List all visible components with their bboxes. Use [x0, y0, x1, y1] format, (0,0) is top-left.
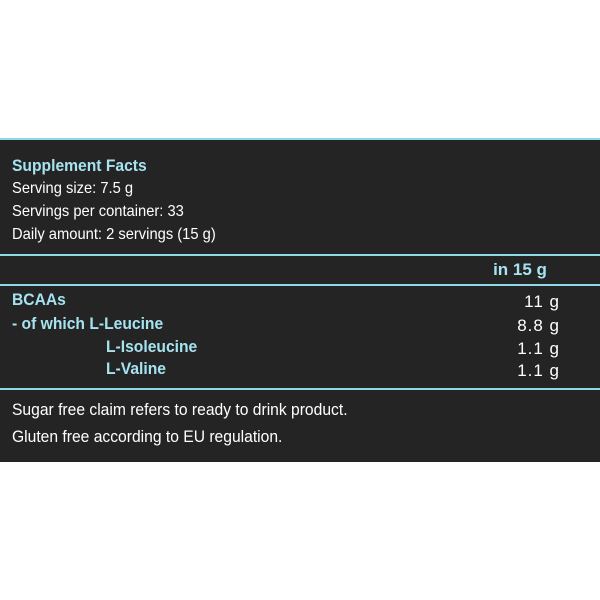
- row-label-leucine: - of which L-Leucine: [12, 314, 164, 333]
- facts-title: Supplement Facts: [12, 156, 147, 175]
- serving-size: Serving size: 7.5 g: [12, 180, 134, 197]
- table-bottom-rule: [0, 388, 600, 390]
- top-rule: [0, 138, 600, 140]
- header-divider: [0, 284, 600, 286]
- daily-amount: Daily amount: 2 servings (15 g): [12, 226, 216, 243]
- row-value-isoleucine: 1.1 g: [517, 339, 560, 358]
- row-label-bcaas: BCAAs: [12, 290, 66, 309]
- row-label-valine: L-Valine: [106, 359, 166, 378]
- servings-per-container: Servings per container: 33: [12, 203, 184, 220]
- column-header: in 15 g: [493, 260, 547, 279]
- supplement-facts-panel: [0, 138, 600, 462]
- info-divider: [0, 254, 600, 256]
- row-value-leucine: 8.8 g: [517, 316, 560, 335]
- note-gluten-free: Gluten free according to EU regulation.: [12, 427, 283, 446]
- row-label-isoleucine: L-Isoleucine: [106, 337, 198, 356]
- row-value-valine: 1.1 g: [517, 361, 560, 380]
- row-value-bcaas: 11 g: [524, 292, 560, 311]
- note-sugar-free: Sugar free claim refers to ready to drin…: [12, 400, 348, 419]
